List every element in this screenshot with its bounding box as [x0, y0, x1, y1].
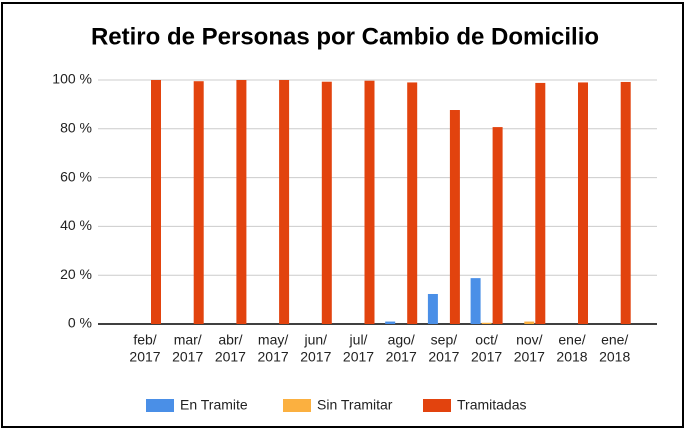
bar — [407, 82, 418, 324]
x-tick-label: abr/ — [218, 332, 242, 348]
bar — [470, 278, 481, 324]
x-tick-label: 2017 — [428, 349, 459, 365]
x-tick-label: ene/ — [558, 332, 585, 348]
bar — [321, 81, 332, 324]
x-tick-label: jun/ — [304, 332, 328, 348]
bar — [279, 80, 290, 324]
x-tick-label: ene/ — [601, 332, 628, 348]
bar — [535, 82, 546, 324]
y-tick-label: 40 % — [60, 217, 92, 233]
x-tick-label: 2018 — [599, 349, 630, 365]
x-tick-label: 2017 — [343, 349, 374, 365]
x-tick-label: 2017 — [514, 349, 545, 365]
x-tick-label: jul/ — [349, 332, 368, 348]
x-tick-label: feb/ — [133, 332, 156, 348]
y-tick-label: 0 % — [68, 315, 92, 331]
x-tick-label: 2017 — [300, 349, 331, 365]
bar — [385, 321, 396, 324]
x-tick-label: sep/ — [431, 332, 458, 348]
x-tick-label: 2017 — [172, 349, 203, 365]
x-tick-label: 2017 — [258, 349, 289, 365]
bar — [524, 321, 535, 324]
x-tick-label: ago/ — [388, 332, 415, 348]
x-tick-label: 2017 — [215, 349, 246, 365]
bar — [492, 127, 503, 324]
y-tick-label: 80 % — [60, 120, 92, 136]
bar — [427, 293, 438, 324]
bar — [151, 80, 161, 324]
bar — [578, 82, 588, 324]
legend-label: En Tramite — [180, 397, 248, 413]
x-tick-label: mar/ — [174, 332, 202, 348]
legend-label: Sin Tramitar — [317, 397, 393, 413]
x-tick-label: oct/ — [475, 332, 498, 348]
bar — [364, 80, 375, 325]
legend-swatch — [423, 399, 451, 412]
legend-label: Tramitadas — [457, 397, 527, 413]
legend-swatch — [283, 399, 311, 412]
bar — [193, 81, 204, 324]
bar — [236, 80, 247, 324]
bar — [449, 110, 460, 325]
x-tick-label: 2017 — [471, 349, 502, 365]
y-tick-label: 100 % — [52, 71, 92, 87]
bar — [620, 81, 631, 325]
legend-swatch — [146, 399, 174, 412]
x-tick-label: 2017 — [386, 349, 417, 365]
y-tick-label: 20 % — [60, 266, 92, 282]
x-tick-label: 2018 — [556, 349, 587, 365]
x-tick-label: may/ — [258, 332, 288, 348]
y-tick-label: 60 % — [60, 168, 92, 184]
chart-title: Retiro de Personas por Cambio de Domicil… — [91, 23, 599, 50]
x-tick-label: nov/ — [516, 332, 543, 348]
bar — [481, 322, 492, 324]
x-tick-label: 2017 — [129, 349, 160, 365]
